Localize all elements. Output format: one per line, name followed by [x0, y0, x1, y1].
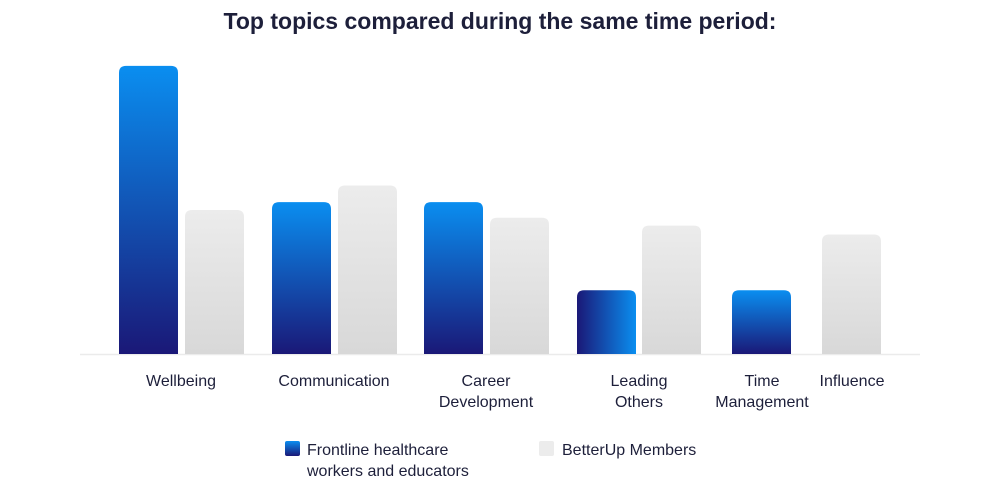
x-tick-label-line: Communication — [278, 373, 390, 390]
x-tick-label-line: Influence — [819, 373, 885, 390]
legend-line: BetterUp Members — [562, 442, 697, 459]
x-tick-label: Time Management — [682, 371, 842, 413]
x-tick-label-line: Management — [715, 394, 809, 411]
x-tick-label: Career Development — [406, 371, 566, 413]
bar-frontline-career-development — [424, 202, 483, 354]
x-tick-label: Leading Others — [559, 371, 719, 413]
bar-betterup-communication — [338, 185, 397, 354]
legend-label-betterup: BetterUp Members — [562, 440, 696, 461]
chart-title: Top topics compared during the same time… — [223, 8, 777, 34]
x-tick-label-line: Career — [461, 373, 511, 390]
bar-betterup-wellbeing — [185, 209, 244, 354]
x-tick-label: Communication — [254, 371, 414, 392]
bar-betterup-career-development — [490, 217, 549, 354]
x-tick-label: Influence — [772, 371, 932, 392]
bar-frontline-communication — [272, 202, 331, 354]
legend-line: workers and educators — [307, 463, 469, 480]
x-tick-label-line: Development — [438, 394, 534, 411]
legend-line: Frontline healthcare — [307, 442, 449, 459]
x-tick-label-line: Others — [614, 394, 663, 411]
bar-frontline-wellbeing — [119, 65, 178, 354]
bar-frontline-time-management — [732, 290, 791, 354]
bar-betterup-influence — [822, 234, 881, 354]
legend-label-frontline: Frontline healthcare workers and educato… — [307, 440, 469, 482]
x-tick-label: Wellbeing — [101, 371, 261, 392]
x-tick-label-line: Leading — [610, 373, 668, 390]
legend-swatch-betterup — [539, 441, 554, 456]
x-tick-label-line: Wellbeing — [146, 373, 216, 390]
bar-betterup-leading-others — [642, 225, 701, 354]
x-tick-label-line: Time — [744, 373, 780, 390]
bar-frontline-leading-others — [577, 290, 636, 354]
legend-swatch-frontline — [285, 441, 300, 456]
